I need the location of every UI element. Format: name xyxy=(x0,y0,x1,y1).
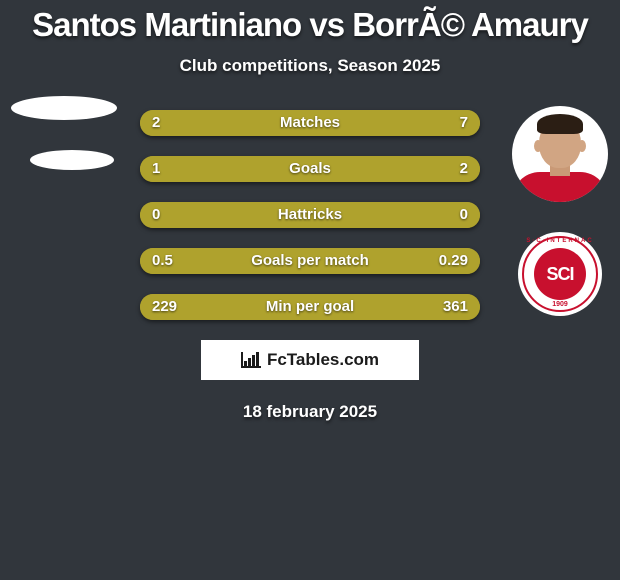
left-player-avatar-placeholder xyxy=(11,96,117,120)
stat-bar: 2Matches7 xyxy=(140,110,480,136)
stat-right-value: 0.29 xyxy=(439,248,468,274)
stat-right-value: 361 xyxy=(443,294,468,320)
page-title: Santos Martiniano vs BorrÃ© Amaury xyxy=(0,0,620,44)
right-player-avatar xyxy=(512,106,608,202)
stat-right-value: 0 xyxy=(460,202,468,228)
stat-bar: 1Goals2 xyxy=(140,156,480,182)
stat-right-value: 2 xyxy=(460,156,468,182)
subtitle: Club competitions, Season 2025 xyxy=(0,56,620,76)
brand-box: FcTables.com xyxy=(201,340,419,380)
right-club-badge: S·C·INTERNAC SCI 1909 xyxy=(518,232,602,316)
stat-right-value: 7 xyxy=(460,110,468,136)
brand-name: FcTables.com xyxy=(267,350,379,370)
right-player-area: S·C·INTERNAC SCI 1909 xyxy=(510,106,610,316)
left-club-badge-placeholder xyxy=(30,150,114,170)
stat-bars: 2Matches71Goals20Hattricks00.5Goals per … xyxy=(140,110,480,320)
bar-chart-icon xyxy=(241,352,261,368)
stat-label: Hattricks xyxy=(140,202,480,228)
comparison-panel: S·C·INTERNAC SCI 1909 2Matches71Goals20H… xyxy=(0,110,620,422)
stat-label: Matches xyxy=(140,110,480,136)
stat-label: Min per goal xyxy=(140,294,480,320)
stat-bar: 0.5Goals per match0.29 xyxy=(140,248,480,274)
stat-bar: 229Min per goal361 xyxy=(140,294,480,320)
badge-year: 1909 xyxy=(518,301,602,308)
date: 18 february 2025 xyxy=(0,402,620,422)
badge-arc-text: S·C·INTERNAC xyxy=(518,238,602,244)
stat-label: Goals per match xyxy=(140,248,480,274)
stat-bar: 0Hattricks0 xyxy=(140,202,480,228)
left-player-area xyxy=(4,96,124,200)
stat-label: Goals xyxy=(140,156,480,182)
